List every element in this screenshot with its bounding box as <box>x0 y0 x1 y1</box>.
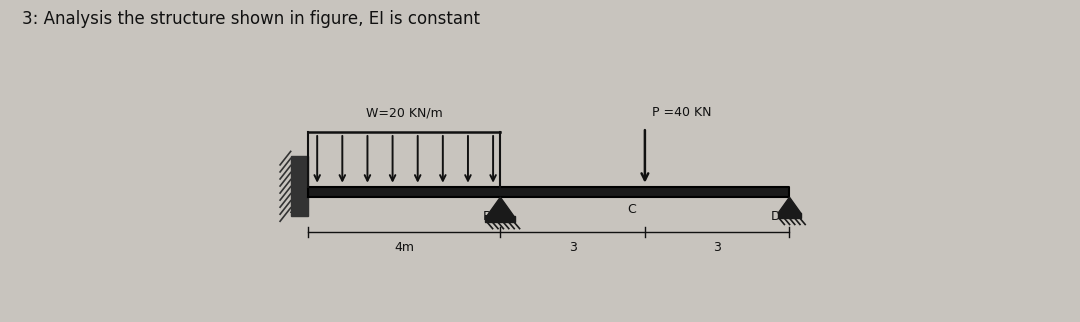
Bar <box>486 216 515 222</box>
Polygon shape <box>778 197 801 213</box>
Bar <box>778 213 801 218</box>
Text: P =40 KN: P =40 KN <box>652 106 712 119</box>
Text: B: B <box>483 210 491 223</box>
Polygon shape <box>487 197 514 216</box>
Text: D: D <box>771 210 781 223</box>
Text: C: C <box>627 203 636 216</box>
Text: 3: Analysis the structure shown in figure, EI is constant: 3: Analysis the structure shown in figur… <box>22 10 480 28</box>
Text: 3: 3 <box>713 241 721 253</box>
Text: W=20 KN/m: W=20 KN/m <box>365 106 443 119</box>
Text: 3: 3 <box>569 241 577 253</box>
Bar <box>291 156 308 216</box>
Text: A: A <box>289 203 298 216</box>
Text: 4m: 4m <box>394 241 414 253</box>
FancyBboxPatch shape <box>308 186 789 197</box>
